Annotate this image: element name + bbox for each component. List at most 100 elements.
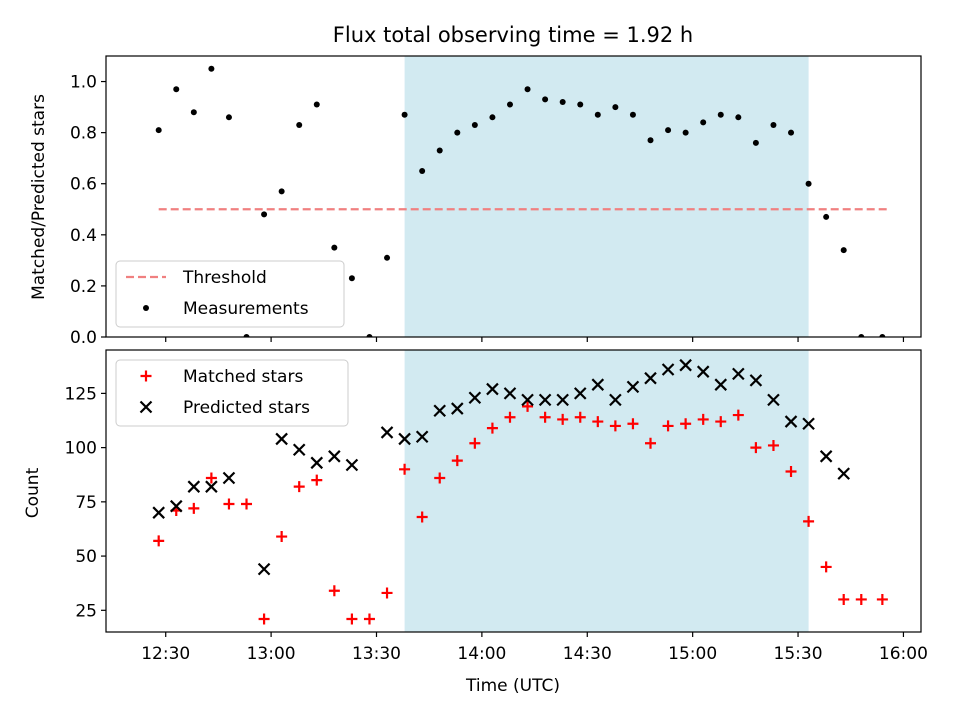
- matched-stars-point: [504, 411, 516, 423]
- measurement-point: [594, 111, 601, 118]
- predicted-stars-point: [310, 456, 324, 470]
- measurement-point: [542, 96, 549, 103]
- predicted-stars-point: [328, 450, 341, 463]
- predicted-stars-point: [222, 471, 236, 485]
- legend-label: Measurements: [183, 299, 309, 319]
- predicted-stars-point: [205, 480, 218, 493]
- matched-stars-point: [381, 587, 393, 599]
- measurement-point: [190, 109, 197, 116]
- measurement-point: [735, 114, 742, 121]
- measurement-point: [524, 86, 531, 93]
- measurement-point: [717, 111, 724, 118]
- predicted-stars-point: [433, 404, 447, 418]
- predicted-stars-point: [626, 380, 640, 394]
- matched-stars-point: [609, 420, 621, 432]
- matched-stars-point: [188, 502, 200, 514]
- predicted-stars-point: [169, 499, 183, 513]
- matched-stars-point: [328, 585, 340, 597]
- predicted-stars-point: [679, 358, 692, 372]
- matched-stars-point: [627, 418, 639, 430]
- predicted-stars-point: [538, 393, 552, 407]
- measurement-point: [243, 334, 250, 337]
- matched-stars-point: [820, 561, 832, 573]
- matched-stars-point: [557, 413, 569, 425]
- top-axes-frame: [105, 55, 922, 338]
- predicted-stars-point: [503, 387, 517, 400]
- x-tick-label: 15:30: [774, 644, 823, 664]
- matched-stars-point: [715, 416, 727, 428]
- top-panel: 0.0 0.2 0.4 0.6 0.8 1.0 Threshold Measurements: [70, 55, 922, 348]
- bottom-y-tick-label: 100: [65, 439, 97, 459]
- predicted-stars-point: [451, 402, 464, 415]
- matched-stars-point: [592, 416, 604, 428]
- legend-label: Threshold: [182, 268, 267, 288]
- measurement-point: [577, 101, 584, 108]
- predicted-stars-point: [749, 374, 763, 387]
- measurement-point: [823, 213, 830, 220]
- x-tick-label: 12:30: [141, 644, 190, 664]
- matched-stars-point: [645, 437, 657, 449]
- x-tick-label: 13:30: [352, 644, 401, 664]
- x-tick-label: 14:30: [563, 644, 612, 664]
- measurement-point: [155, 127, 162, 134]
- top-plot-area: [155, 65, 890, 337]
- measurement-point: [331, 244, 338, 251]
- predicted-stars-point: [837, 467, 850, 480]
- measurement-point: [278, 188, 285, 195]
- top-legend: [115, 260, 345, 328]
- measurement-point: [682, 129, 689, 136]
- matched-stars-point: [276, 531, 288, 543]
- predicted-stars-point: [732, 367, 745, 381]
- predicted-stars-point: [468, 391, 482, 405]
- matched-stars-point: [803, 515, 815, 527]
- top-y-axis-label: Matched/Predicted stars: [29, 94, 49, 300]
- matched-stars-point: [451, 455, 463, 467]
- matched-stars-point: [785, 465, 797, 477]
- top-y-tick-label: 0.2: [70, 277, 97, 297]
- measurement-point: [788, 129, 795, 136]
- bottom-y-tick-label: 75: [75, 493, 97, 513]
- measurement-point: [879, 334, 886, 337]
- predicted-stars-point: [275, 432, 288, 446]
- matched-stars-point: [750, 442, 762, 454]
- measurement-point: [840, 247, 847, 254]
- legend-matched-swatch: [140, 370, 152, 382]
- bottom-shaded-region: [404, 350, 809, 632]
- top-y-tick-label: 1.0: [70, 73, 97, 93]
- measurement-point: [436, 147, 443, 154]
- matched-stars-point: [486, 422, 498, 434]
- x-tick-label: 14:00: [457, 644, 506, 664]
- predicted-stars-point: [573, 387, 587, 400]
- bottom-plot-area: [152, 358, 888, 625]
- measurement-point: [858, 334, 865, 337]
- matched-stars-point: [399, 463, 411, 475]
- predicted-stars-point: [556, 393, 569, 407]
- measurement-point: [296, 121, 303, 128]
- measurement-point: [700, 119, 707, 126]
- predicted-stars-point: [802, 417, 815, 431]
- measurement-point: [173, 86, 180, 93]
- bottom-axes-frame: [105, 349, 922, 633]
- top-y-tick-label: 0.4: [70, 226, 97, 246]
- predicted-stars-point: [486, 382, 499, 396]
- matched-stars-point: [416, 511, 428, 523]
- matched-stars-point: [680, 418, 692, 430]
- measurement-point: [401, 111, 408, 118]
- matched-stars-point: [293, 481, 305, 493]
- matched-stars-point: [838, 593, 850, 605]
- measurement-point: [419, 167, 426, 174]
- measurement-point: [559, 98, 566, 105]
- measurement-point: [225, 114, 232, 121]
- predicted-stars-point: [591, 378, 605, 391]
- predicted-stars-point: [292, 443, 306, 457]
- predicted-stars-point: [819, 450, 833, 463]
- predicted-stars-point: [661, 363, 675, 376]
- bottom-y-tick-label: 50: [75, 547, 97, 567]
- measurement-point: [752, 139, 759, 146]
- measurement-point: [454, 129, 461, 136]
- predicted-stars-point: [345, 458, 359, 472]
- legend-measurements-swatch: [143, 305, 149, 311]
- matched-stars-point: [697, 413, 709, 425]
- predicted-stars-point: [380, 426, 394, 439]
